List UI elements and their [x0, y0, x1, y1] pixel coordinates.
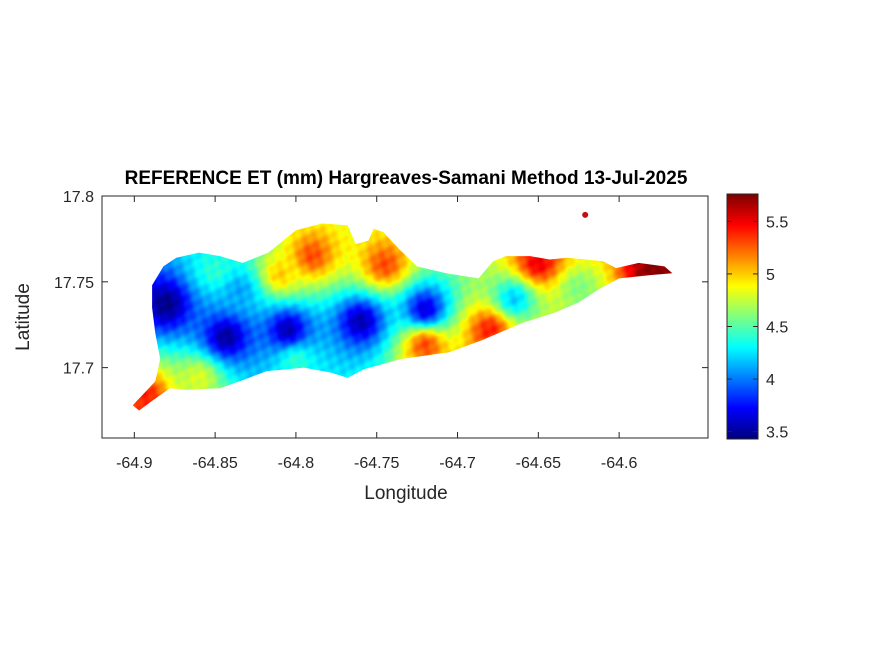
y-axis-label: Latitude: [13, 283, 34, 351]
colorbar-tick-label: 5.5: [766, 214, 788, 231]
colorbar-tick-label: 5: [766, 267, 775, 284]
heatmap-image: [132, 223, 673, 411]
x-tick-label: -64.6: [601, 455, 638, 472]
colorbar-tick-label: 3.5: [766, 425, 788, 442]
y-tick-label: 17.7: [63, 361, 94, 378]
x-tick-label: -64.75: [354, 455, 399, 472]
chart-title: REFERENCE ET (mm) Hargreaves-Samani Meth…: [125, 168, 688, 189]
islet-mark: [582, 211, 589, 218]
colorbar-ticks: 3.5 4 4.5 5 5.5: [727, 214, 788, 442]
colorbar: 3.5 4 4.5 5 5.5: [726, 193, 788, 442]
y-tick-label: 17.8: [63, 189, 94, 206]
x-axis-label: Longitude: [364, 483, 447, 504]
x-tick-label: -64.65: [516, 455, 561, 472]
plot-area: [101, 195, 709, 439]
y-axis: 17.7 17.75 17.8: [54, 189, 708, 378]
colorbar-tick-label: 4: [766, 372, 775, 389]
x-tick-label: -64.85: [192, 455, 237, 472]
colorbar-tick-label: 4.5: [766, 319, 788, 336]
x-axis: -64.9 -64.85 -64.8 -64.75 -64.7 -64.65 -64.6: [116, 196, 637, 472]
colorbar-box: [726, 193, 759, 440]
y-tick-label: 17.75: [54, 275, 94, 292]
x-tick-label: -64.7: [439, 455, 476, 472]
x-tick-label: -64.9: [116, 455, 153, 472]
axes-box: [101, 195, 709, 439]
colorbar-gradient: [727, 194, 758, 439]
x-tick-label: -64.8: [278, 455, 315, 472]
